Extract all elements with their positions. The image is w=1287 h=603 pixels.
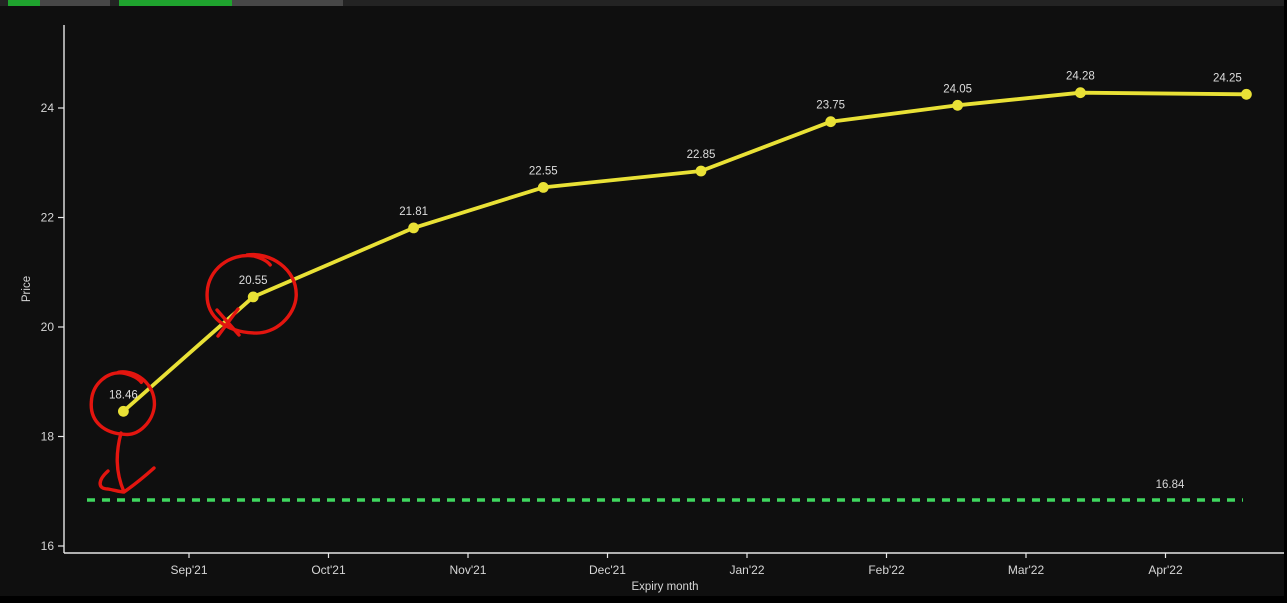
data-point-label: 23.75 — [816, 100, 845, 112]
x-tick-label: Sep'21 — [171, 563, 208, 577]
x-tick-label: Mar'22 — [1008, 563, 1045, 577]
data-point[interactable] — [1075, 87, 1086, 99]
tab2-loading-bar[interactable] — [119, 0, 232, 6]
data-point-label: 18.46 — [109, 389, 138, 401]
data-point[interactable] — [247, 291, 259, 303]
annotation-x-mark — [215, 307, 241, 338]
browser-tab-strip — [0, 0, 1287, 6]
data-point-label: 22.85 — [687, 149, 716, 161]
data-point[interactable] — [118, 405, 129, 417]
x-tick-label: Jan'22 — [730, 563, 765, 577]
y-axis-title: Price — [21, 276, 33, 302]
data-point-label: 22.55 — [529, 165, 558, 177]
x-tick-label: Nov'21 — [450, 563, 487, 577]
right-edge — [1284, 0, 1287, 603]
annotation-circle — [89, 370, 157, 437]
data-point-label: 24.05 — [943, 83, 972, 95]
x-axis-title: Expiry month — [631, 581, 698, 593]
data-point-label: 20.55 — [239, 275, 268, 287]
x-tick-label: Dec'21 — [589, 563, 626, 577]
tab1-loading-bar[interactable] — [8, 0, 40, 6]
data-point[interactable] — [408, 222, 419, 234]
x-tick-label: Oct'21 — [311, 563, 346, 577]
y-tick-label: 22 — [41, 211, 55, 225]
y-tick-label: 16 — [41, 539, 55, 553]
data-point-label: 21.81 — [399, 206, 428, 218]
tab1-track[interactable] — [40, 0, 110, 6]
tab2-track[interactable] — [232, 0, 343, 6]
x-tick-label: Apr'22 — [1148, 563, 1183, 577]
y-tick-label: 24 — [41, 101, 55, 115]
y-tick-label: 20 — [41, 320, 55, 334]
y-tick-label: 18 — [41, 430, 55, 444]
data-point[interactable] — [695, 165, 707, 177]
annotation-arrow — [98, 431, 156, 494]
series-line — [121, 90, 1249, 414]
data-point[interactable] — [825, 116, 837, 128]
data-point[interactable] — [952, 99, 963, 111]
x-tick-label: Feb'22 — [868, 563, 905, 577]
data-point-label: 24.28 — [1066, 71, 1095, 83]
reference-line-label: 16.84 — [1156, 479, 1185, 491]
data-point-label: 24.25 — [1213, 72, 1242, 84]
data-point[interactable] — [537, 182, 549, 193]
bottom-edge — [0, 596, 1287, 603]
data-point[interactable] — [1241, 88, 1252, 100]
